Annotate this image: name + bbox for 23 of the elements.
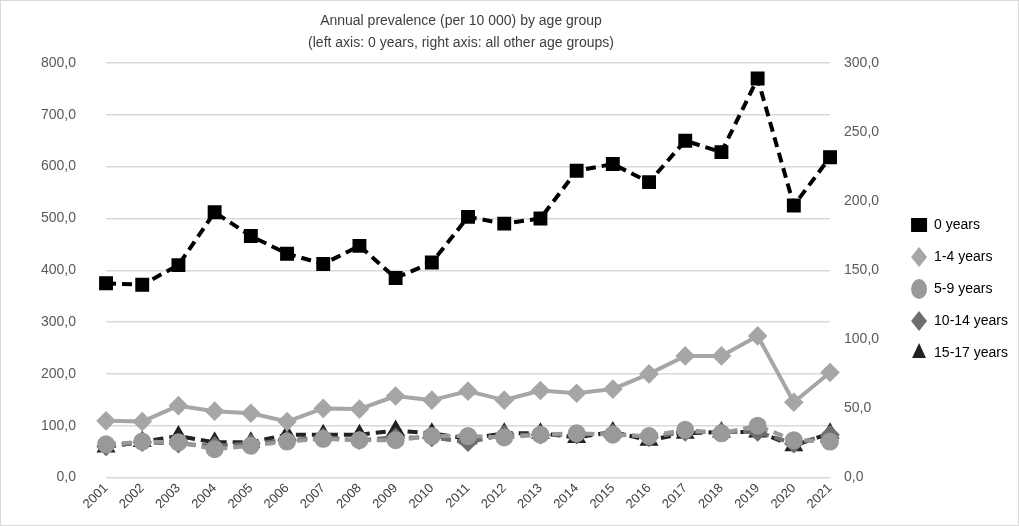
legend-label: 0 years (934, 215, 980, 232)
legend-label: 10-14 years (934, 311, 1009, 328)
legend-label: 5-9 years (934, 279, 993, 296)
y-tick-label: 400,0 (40, 261, 77, 278)
y2-tick-label: 150,0 (844, 261, 880, 278)
y-tick-label: 200,0 (40, 364, 77, 381)
y2-tick-label: 300,0 (844, 53, 880, 70)
y-tick-label: 700,0 (40, 105, 77, 122)
y2-tick-label: 200,0 (844, 192, 880, 209)
y-tick-label: 600,0 (40, 157, 77, 174)
y-tick-label: 0,0 (56, 468, 77, 485)
y-tick-label: 800,0 (40, 53, 77, 70)
y-tick-label: 100,0 (40, 416, 77, 433)
legend-label: 15-17 years (934, 343, 1009, 360)
y2-tick-label: 250,0 (844, 122, 880, 139)
y2-tick-label: 0,0 (844, 468, 864, 485)
y2-tick-label: 100,0 (844, 330, 880, 347)
y-tick-label: 500,0 (40, 209, 77, 226)
chart-subtitle: (left axis: 0 years, right axis: all other age groups) (307, 33, 615, 52)
chart-title: Annual prevalence (per 10 000) by age group (319, 11, 603, 30)
y2-tick-label: 50,0 (844, 399, 872, 416)
legend-label: 1-4 years (934, 247, 993, 264)
y-tick-label: 300,0 (40, 312, 77, 329)
